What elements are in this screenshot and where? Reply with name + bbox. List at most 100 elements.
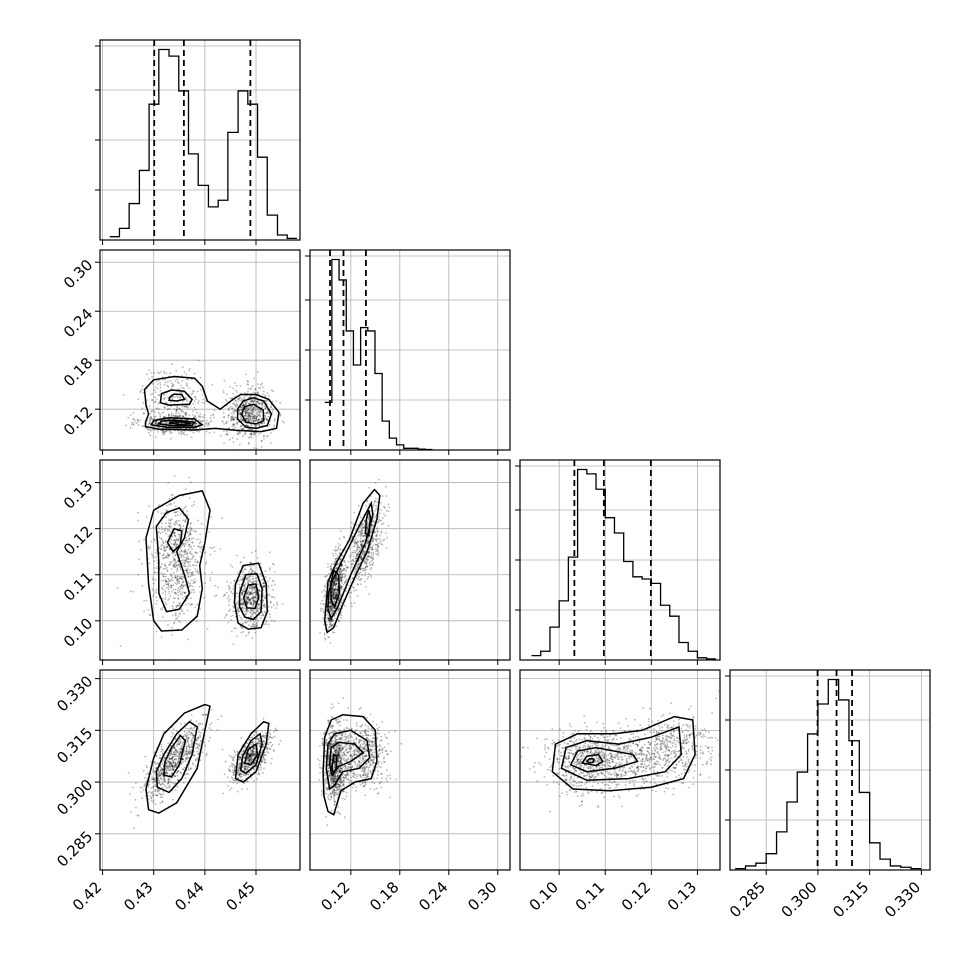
sample-point bbox=[158, 775, 161, 778]
sample-point bbox=[173, 761, 176, 764]
sample-point bbox=[243, 398, 246, 401]
sample-point bbox=[230, 415, 233, 418]
sample-point bbox=[249, 593, 252, 595]
sample-point bbox=[341, 565, 344, 567]
sample-point bbox=[355, 552, 358, 555]
sample-point bbox=[340, 580, 343, 583]
sample-point bbox=[176, 568, 179, 571]
sample-point bbox=[204, 713, 207, 716]
sample-point bbox=[249, 388, 252, 391]
sample-point bbox=[334, 597, 337, 600]
sample-point bbox=[265, 412, 268, 415]
sample-point bbox=[260, 410, 263, 413]
sample-point bbox=[236, 606, 238, 609]
sample-point bbox=[181, 528, 184, 530]
sample-point bbox=[258, 604, 261, 606]
sample-point bbox=[262, 390, 265, 393]
sample-point bbox=[174, 574, 176, 577]
sample-point bbox=[328, 622, 331, 624]
sample-point bbox=[165, 516, 167, 519]
sample-point bbox=[185, 413, 188, 415]
sample-point bbox=[148, 417, 151, 420]
sample-point bbox=[246, 592, 249, 595]
sample-point bbox=[376, 533, 379, 536]
sample-point bbox=[162, 433, 165, 436]
sample-point bbox=[245, 373, 247, 376]
sample-point bbox=[253, 599, 256, 602]
sample-point bbox=[160, 565, 162, 568]
sample-point bbox=[170, 578, 172, 581]
sample-point bbox=[273, 571, 276, 573]
sample-point bbox=[231, 397, 234, 399]
sample-point bbox=[340, 576, 342, 579]
sample-point bbox=[182, 415, 185, 418]
sample-point bbox=[180, 549, 183, 552]
sample-point bbox=[340, 564, 343, 566]
sample-point bbox=[242, 590, 245, 592]
sample-point bbox=[174, 560, 177, 562]
sample-point bbox=[364, 551, 367, 553]
sample-point bbox=[178, 519, 180, 522]
sample-point bbox=[336, 592, 339, 595]
sample-point bbox=[334, 587, 337, 589]
sample-point bbox=[254, 596, 256, 598]
sample-point bbox=[361, 552, 364, 555]
sample-point bbox=[163, 528, 166, 531]
sample-point bbox=[270, 595, 273, 598]
sample-point bbox=[151, 375, 154, 378]
sample-point bbox=[262, 393, 264, 396]
sample-point bbox=[250, 419, 253, 422]
sample-point bbox=[339, 573, 342, 575]
sample-point bbox=[173, 765, 176, 767]
sample-point bbox=[331, 618, 334, 621]
sample-point bbox=[335, 625, 337, 628]
sample-point bbox=[252, 625, 255, 628]
sample-point bbox=[355, 542, 358, 544]
sample-point bbox=[387, 510, 390, 513]
sample-point bbox=[273, 620, 276, 623]
sample-point bbox=[338, 569, 341, 571]
sample-point bbox=[161, 768, 164, 771]
sample-point bbox=[245, 613, 248, 615]
sample-point bbox=[187, 576, 190, 578]
sample-point bbox=[329, 565, 332, 567]
sample-point bbox=[253, 433, 256, 436]
sample-point bbox=[336, 582, 338, 585]
sample-point bbox=[360, 583, 362, 586]
sample-point bbox=[243, 396, 246, 398]
sample-point bbox=[365, 561, 368, 564]
sample-point bbox=[129, 426, 132, 429]
sample-point bbox=[251, 637, 254, 640]
sample-point bbox=[346, 566, 349, 568]
sample-point bbox=[165, 583, 168, 585]
sample-point bbox=[361, 532, 364, 535]
sample-point bbox=[334, 613, 337, 616]
sample-point bbox=[367, 555, 370, 557]
sample-point bbox=[130, 423, 133, 426]
sample-point bbox=[240, 578, 243, 581]
sample-point bbox=[174, 566, 176, 569]
sample-point bbox=[202, 398, 205, 401]
sample-point bbox=[252, 420, 255, 423]
sample-point bbox=[185, 735, 188, 738]
sample-point bbox=[153, 415, 156, 418]
sample-point bbox=[187, 766, 190, 768]
sample-point bbox=[148, 422, 151, 425]
sample-point bbox=[174, 597, 176, 600]
sample-point bbox=[165, 762, 168, 765]
sample-point bbox=[231, 407, 233, 410]
sample-point bbox=[183, 521, 186, 523]
sample-point bbox=[190, 436, 193, 439]
sample-point bbox=[204, 744, 207, 747]
sample-point bbox=[162, 592, 165, 594]
sample-point bbox=[160, 767, 163, 769]
sample-point bbox=[321, 599, 324, 602]
sample-point bbox=[132, 423, 135, 425]
sample-point bbox=[331, 585, 334, 588]
sample-point bbox=[328, 626, 330, 629]
sample-point bbox=[264, 623, 267, 625]
sample-point bbox=[157, 777, 159, 780]
sample-point bbox=[198, 743, 201, 745]
sample-point bbox=[369, 564, 371, 567]
sample-point bbox=[192, 410, 195, 413]
